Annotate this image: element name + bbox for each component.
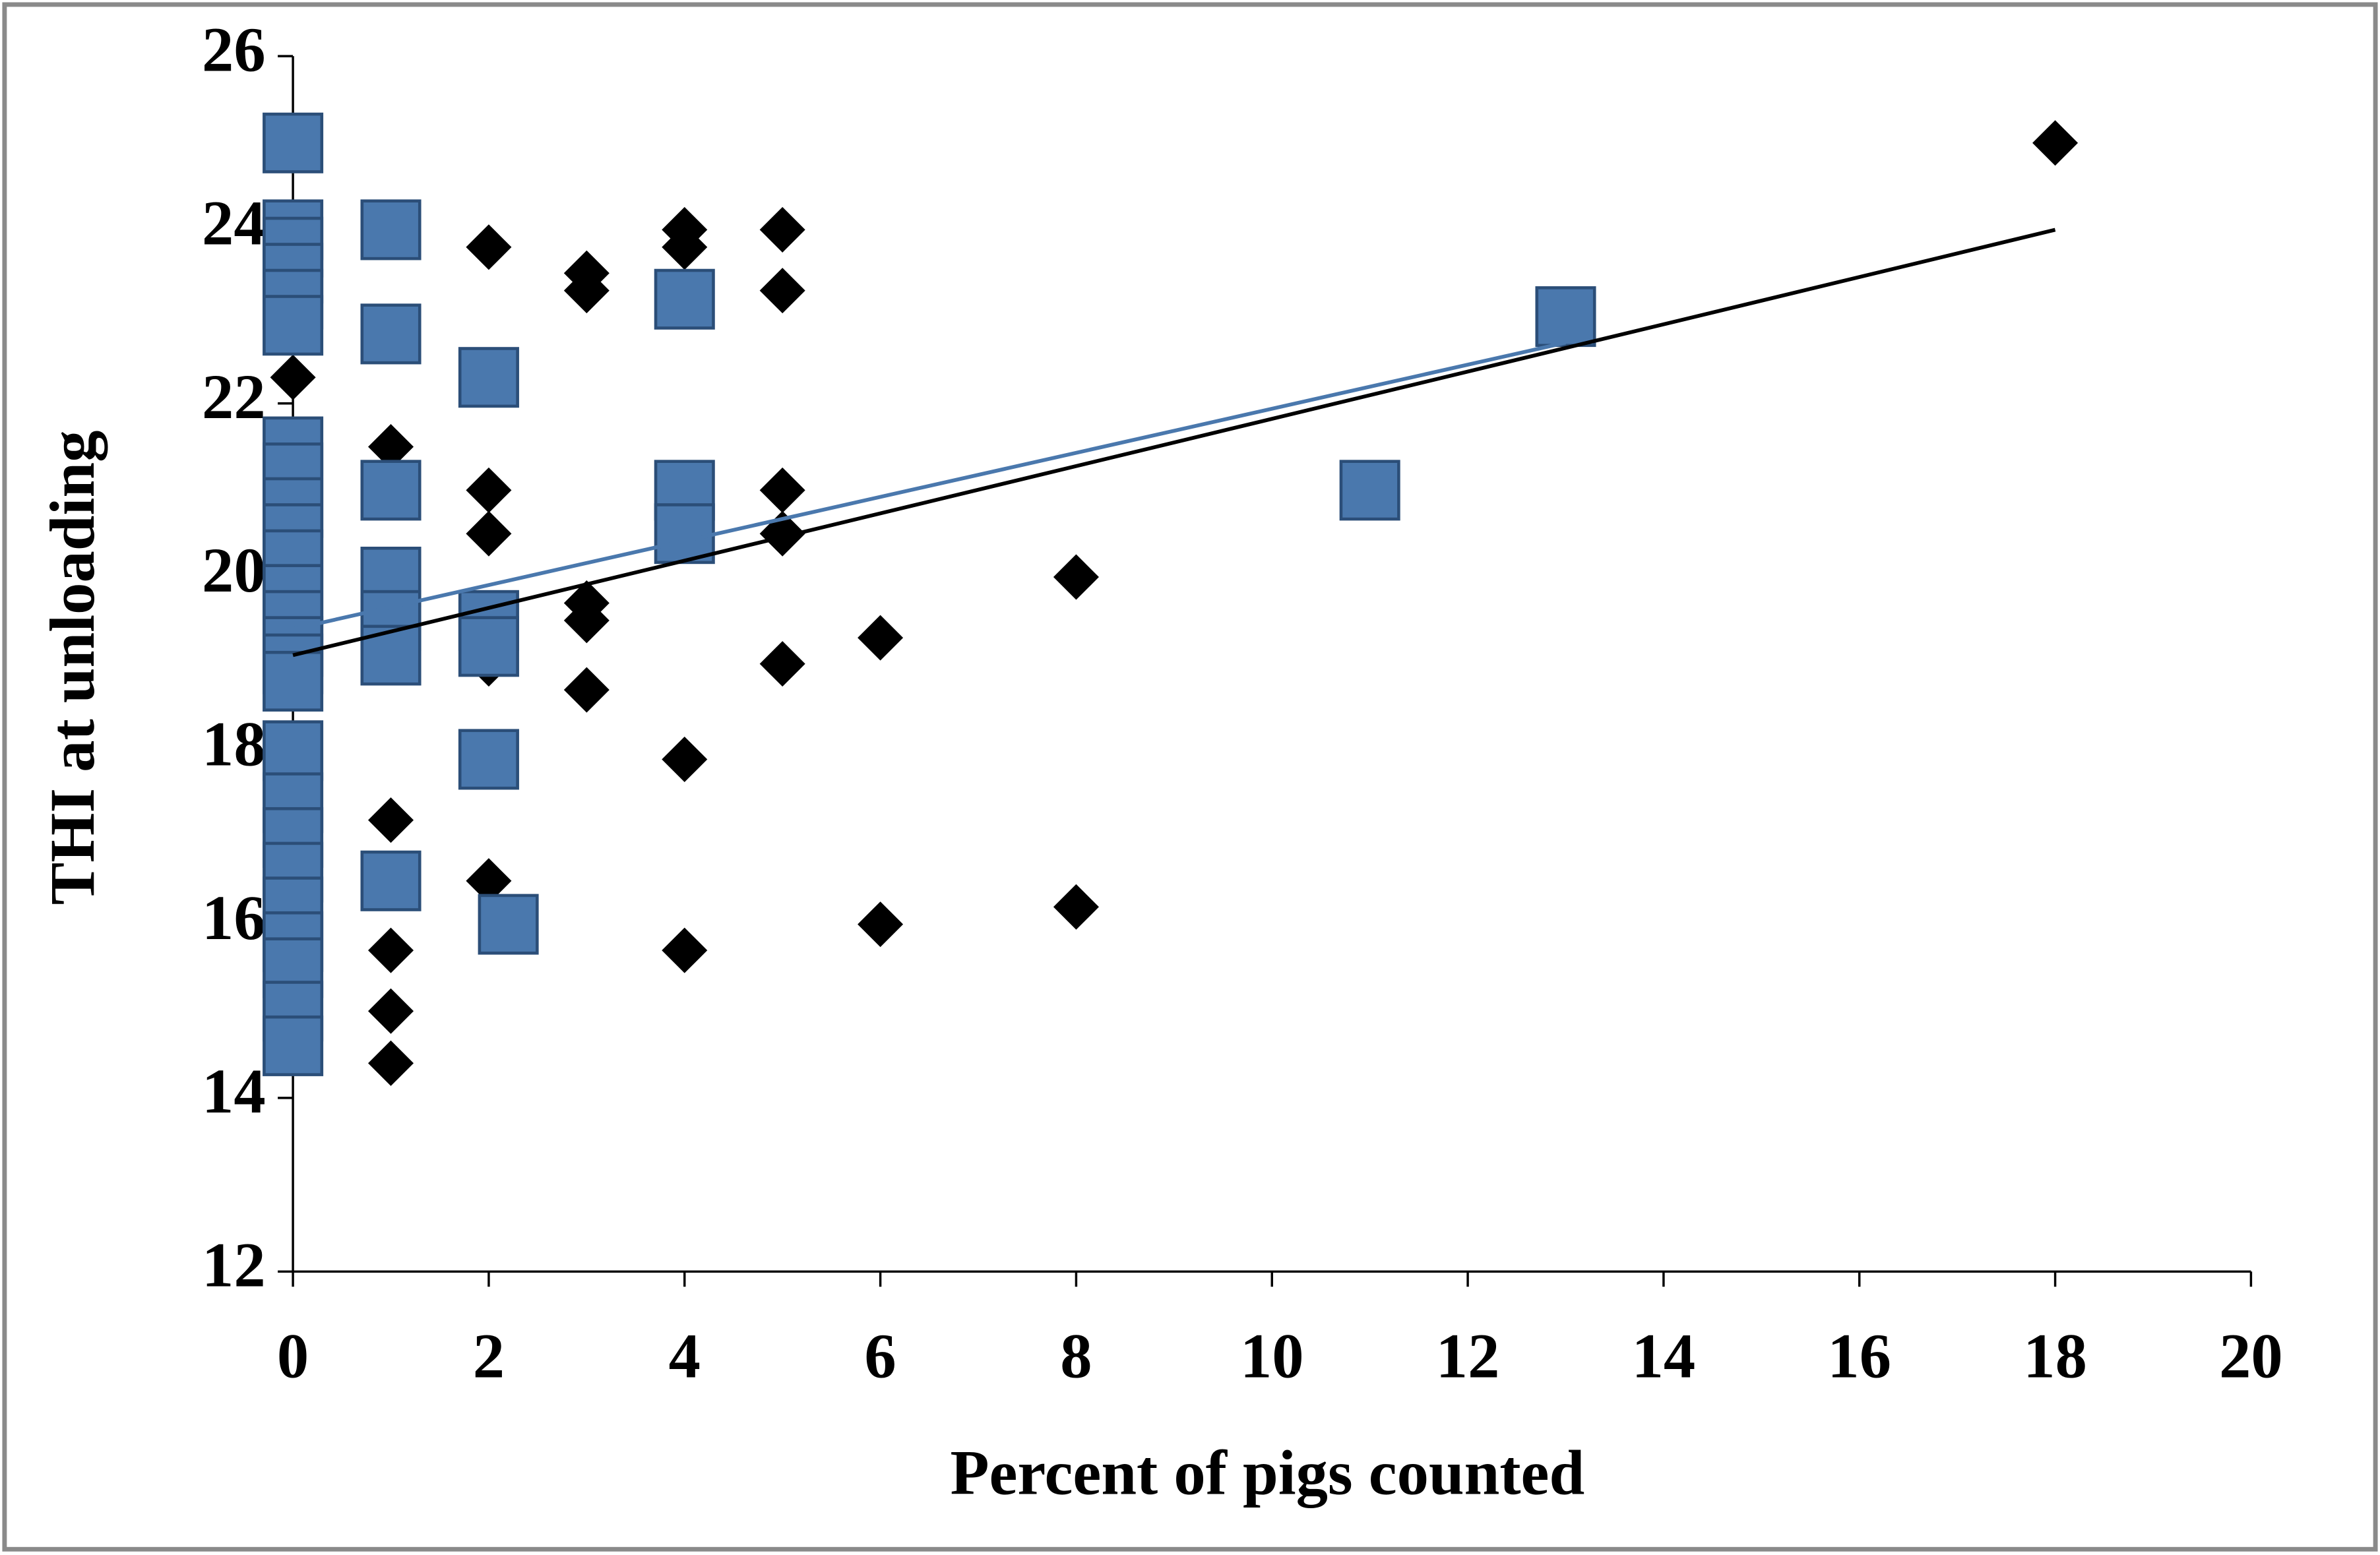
diamond-point bbox=[1053, 554, 1099, 600]
square-point bbox=[263, 112, 324, 173]
square-point bbox=[458, 347, 519, 408]
square-point bbox=[360, 460, 422, 521]
y-tick-label: 12 bbox=[202, 1229, 266, 1300]
square-point bbox=[654, 268, 715, 330]
x-tick-label: 6 bbox=[864, 1320, 896, 1391]
diamond-point bbox=[2032, 120, 2079, 166]
x-tick-label: 8 bbox=[1060, 1320, 1092, 1391]
y-tick-label: 24 bbox=[202, 188, 266, 259]
x-tick-label: 4 bbox=[669, 1320, 701, 1391]
diamond-point bbox=[466, 510, 512, 557]
square-point bbox=[263, 295, 324, 356]
square-point bbox=[458, 616, 519, 677]
square-point bbox=[263, 650, 324, 712]
x-tick-label: 20 bbox=[2219, 1320, 2283, 1391]
y-tick-label: 14 bbox=[202, 1056, 266, 1126]
x-tick-label: 18 bbox=[2023, 1320, 2087, 1391]
diamond-point bbox=[759, 268, 805, 314]
y-tick-label: 16 bbox=[202, 882, 266, 953]
diamond-point bbox=[759, 641, 805, 687]
x-tick-label: 12 bbox=[1436, 1320, 1500, 1391]
diamond-point bbox=[563, 667, 610, 713]
diamond-point bbox=[563, 268, 610, 314]
diamond-point bbox=[1053, 884, 1099, 930]
diamond-point bbox=[759, 206, 805, 253]
square-point bbox=[263, 1015, 324, 1076]
diamond-point bbox=[367, 988, 414, 1034]
diamond-point bbox=[858, 615, 904, 661]
x-tick-label: 2 bbox=[473, 1320, 505, 1391]
diamond-point bbox=[858, 901, 904, 948]
diamond-point bbox=[367, 424, 414, 470]
diamond-point bbox=[662, 927, 708, 973]
diamond-point bbox=[367, 1040, 414, 1086]
square-point bbox=[360, 850, 422, 911]
square-point bbox=[458, 729, 519, 790]
trend-line bbox=[292, 340, 1567, 631]
diamond-point bbox=[367, 927, 414, 973]
square-point bbox=[478, 894, 539, 955]
x-tick-label: 0 bbox=[277, 1320, 309, 1391]
diamond-point bbox=[466, 858, 512, 904]
x-tick-label: 10 bbox=[1240, 1320, 1304, 1391]
diamond-point bbox=[662, 736, 708, 782]
square-point bbox=[263, 720, 324, 781]
diamond-point bbox=[563, 597, 610, 644]
y-tick-label: 18 bbox=[202, 708, 266, 779]
y-axis-title: THI at unloading bbox=[37, 431, 108, 905]
diamond-point bbox=[759, 467, 805, 513]
x-axis-title: Percent of pigs counted bbox=[950, 1438, 1584, 1508]
square-point bbox=[654, 503, 715, 564]
x-tick-label: 16 bbox=[1827, 1320, 1891, 1391]
square-point bbox=[1339, 460, 1400, 521]
y-tick-label: 20 bbox=[202, 535, 266, 605]
y-tick-label: 26 bbox=[202, 14, 266, 84]
x-tick-label: 14 bbox=[1632, 1320, 1696, 1391]
square-point bbox=[1535, 286, 1596, 348]
trend-line bbox=[292, 228, 2056, 657]
diamond-point bbox=[270, 354, 316, 400]
square-point bbox=[360, 199, 422, 260]
y-tick-label: 22 bbox=[202, 361, 266, 432]
square-point bbox=[360, 303, 422, 365]
diamond-point bbox=[367, 797, 414, 843]
